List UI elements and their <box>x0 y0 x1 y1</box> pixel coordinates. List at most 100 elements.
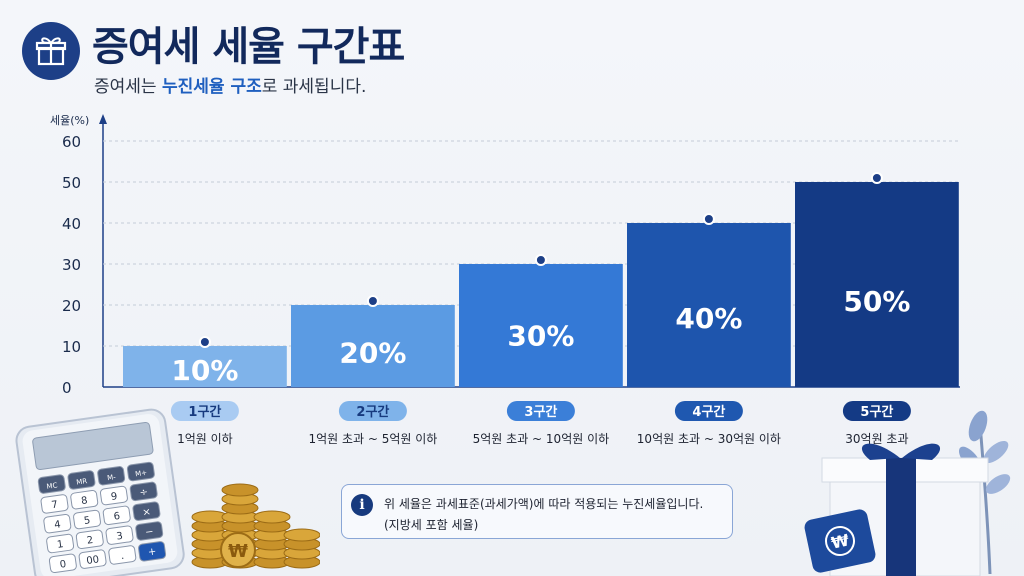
leaf-icon <box>958 410 1011 575</box>
bar <box>627 223 791 387</box>
calculator-key-label: M+ <box>135 469 148 479</box>
y-tick-label: 0 <box>62 379 72 397</box>
page-subtitle: 증여세는 누진세율 구조로 과세됩니다. <box>94 72 366 97</box>
coin <box>221 483 259 497</box>
calculator-key <box>70 490 99 510</box>
subtitle-text-end: 로 과세됩니다. <box>261 77 367 97</box>
y-tick-label: 10 <box>62 338 81 356</box>
category-label: 4구간 <box>692 404 725 420</box>
category-badge <box>506 401 575 421</box>
calculator-key-label: M- <box>107 473 117 482</box>
subtitle-highlight: 누진세율 구조 <box>161 77 262 97</box>
bar-marker <box>198 336 211 348</box>
svg-text:₩: ₩ <box>829 530 851 552</box>
calculator-key-label: + <box>147 546 157 558</box>
bar-marker <box>870 172 883 184</box>
calculator-key-label: 1 <box>56 539 64 551</box>
coin-face <box>220 532 256 568</box>
subtitle-text: 증여세는 <box>94 77 162 97</box>
calculator-key-label: − <box>145 526 155 538</box>
category-label: 3구간 <box>524 404 557 420</box>
info-icon: i <box>351 494 373 516</box>
bar-value-label: 40% <box>675 302 742 335</box>
calculator-illustration: MC MR M- M+7 8 9 ÷4 5 6 ×1 2 3 −0 00. + <box>15 408 185 576</box>
y-tick-label: 60 <box>62 133 81 151</box>
calculator-key <box>37 474 66 494</box>
category-label: 5구간 <box>860 404 893 420</box>
calculator-key <box>78 549 107 569</box>
calculator-key-label: 7 <box>51 500 59 512</box>
calculator-key <box>97 466 126 486</box>
y-tick-label: 20 <box>62 297 81 315</box>
calculator-key-label: 0 <box>59 559 67 571</box>
calculator-key <box>67 470 96 490</box>
bar-value-label: 30% <box>507 319 574 352</box>
calculator-key <box>105 525 134 545</box>
calculator-key-label: MC <box>46 481 58 490</box>
bar <box>123 346 287 387</box>
calculator-key-label: 3 <box>116 531 124 543</box>
calculator-key <box>108 545 137 565</box>
calculator-key <box>102 505 131 526</box>
range-label: 1억원 초과 ~ 5억원 이하 <box>308 432 437 446</box>
calculator-key <box>99 485 128 506</box>
coin <box>253 510 291 524</box>
calculator-key <box>73 509 101 530</box>
calculator-key-label: 5 <box>83 515 91 527</box>
calculator-key-label: 9 <box>110 491 118 503</box>
calculator-key <box>75 529 104 550</box>
calculator-key <box>40 494 69 514</box>
range-label: 1억원 이하 <box>177 432 233 446</box>
bar <box>291 305 455 387</box>
bar-marker <box>366 295 379 307</box>
bar-marker <box>702 213 715 225</box>
category-badge <box>338 401 407 421</box>
note-line-2: (지방세 포함 세율) <box>384 518 479 532</box>
calculator-key-label: 4 <box>54 519 62 531</box>
note-line-1: 위 세율은 과세표준(과세가액)에 따라 적용되는 누진세율입니다. <box>384 497 704 511</box>
gift-icon <box>22 22 80 80</box>
calculator-key <box>135 521 164 541</box>
calculator-key-label: ÷ <box>139 487 149 499</box>
calculator-key-label: 8 <box>81 495 89 507</box>
y-tick-label: 40 <box>62 215 81 233</box>
calculator-key <box>48 553 77 574</box>
bar-value-label: 20% <box>339 337 406 370</box>
y-axis-arrow <box>99 114 107 124</box>
calculator-key <box>43 513 72 534</box>
y-tick-label: 30 <box>62 256 81 274</box>
bar-marker <box>534 254 547 266</box>
calculator-key <box>138 541 167 562</box>
page-title: 증여세 세율 구간표 <box>92 24 405 70</box>
calculator-key <box>126 461 155 482</box>
bar <box>795 182 959 387</box>
bar-value-label: 10% <box>171 354 238 387</box>
gift-box-illustration: ₩ <box>804 410 1011 576</box>
y-tick-label: 50 <box>62 174 81 192</box>
rate-note-box: i 위 세율은 과세표준(과세가액)에 따라 적용되는 누진세율입니다. (지방… <box>341 484 733 539</box>
calculator-key-label: 2 <box>86 535 94 547</box>
bar <box>459 264 623 387</box>
coins-illustration: ₩ <box>191 483 320 569</box>
calculator-key-label: . <box>120 551 125 562</box>
calculator-key <box>46 533 75 554</box>
range-label: 30억원 초과 <box>845 432 908 446</box>
coin <box>283 528 320 542</box>
category-badge <box>170 401 239 421</box>
coin-symbol: ₩ <box>228 541 248 562</box>
category-badge <box>674 401 743 421</box>
y-axis-label: 세율(%) <box>50 114 89 127</box>
category-badge <box>842 401 911 421</box>
calculator-key-label: 6 <box>113 511 121 523</box>
category-label: 2구간 <box>356 404 389 420</box>
range-label: 5억원 초과 ~ 10억원 이하 <box>473 432 610 446</box>
calculator-key-label: 00 <box>86 554 100 567</box>
bar-value-label: 50% <box>843 285 910 318</box>
calculator-key <box>129 481 158 502</box>
range-label: 10억원 초과 ~ 30억원 이하 <box>637 432 781 446</box>
calculator-key-label: × <box>142 507 152 519</box>
calculator-key <box>132 501 161 521</box>
calculator-key-label: MR <box>76 477 88 486</box>
category-label: 1구간 <box>188 404 221 420</box>
